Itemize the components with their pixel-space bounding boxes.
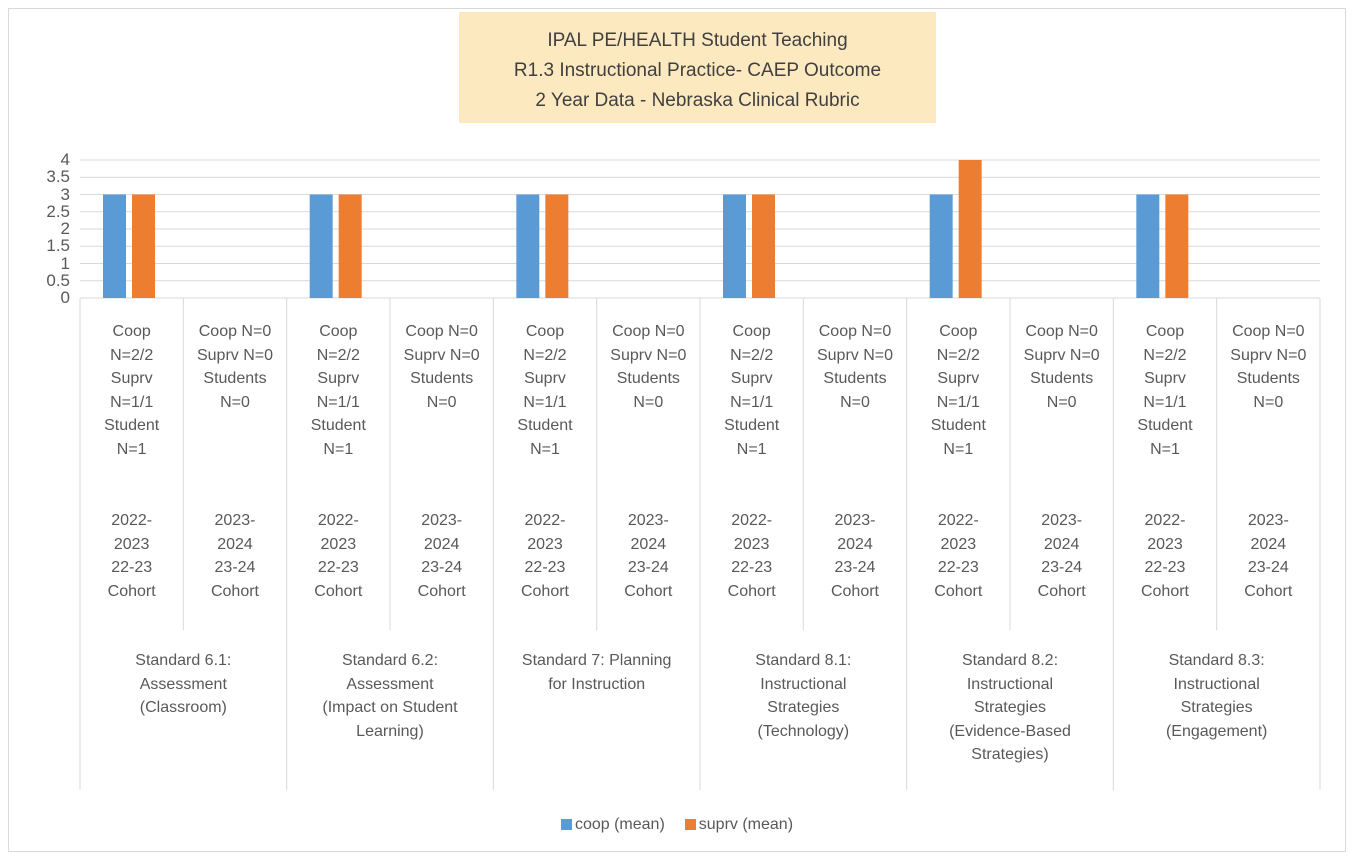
bar bbox=[545, 194, 569, 298]
period-label: 2023- 2024 23-24 Cohort bbox=[1244, 512, 1293, 600]
bar bbox=[132, 194, 155, 298]
y-tick-label: 3 bbox=[60, 184, 70, 204]
period-label: 2022- 2023 22-23 Cohort bbox=[314, 512, 363, 600]
category-label: Coop N=0 Suprv N=0 Students N=0 bbox=[610, 323, 687, 411]
bar bbox=[723, 194, 746, 298]
bar bbox=[1136, 194, 1160, 298]
bar bbox=[103, 194, 126, 298]
group-label: Standard 8.3: Instructional Strategies (… bbox=[1165, 652, 1268, 740]
chart-title: IPAL PE/HEALTH Student Teaching R1.3 Ins… bbox=[459, 12, 936, 123]
period-label: 2022- 2023 22-23 Cohort bbox=[934, 512, 983, 600]
group-label: Standard 6.2: Assessment (Impact on Stud… bbox=[322, 652, 458, 740]
group-label: Standard 8.2: Instructional Strategies (… bbox=[949, 652, 1071, 763]
period-label: 2023- 2024 23-24 Cohort bbox=[210, 512, 259, 600]
legend: coop (mean) suprv (mean) bbox=[0, 816, 1354, 834]
category-label: Coop N=0 Suprv N=0 Students N=0 bbox=[816, 323, 894, 411]
category-label: Coop N=0 Suprv N=0 Students N=0 bbox=[1023, 323, 1100, 411]
y-tick-label: 2.5 bbox=[46, 201, 70, 221]
chart-border bbox=[8, 8, 1346, 852]
period-label: 2023- 2024 23-24 Cohort bbox=[624, 512, 673, 600]
category-label: Coop N=2/2 Suprv N=1/1 Student N=1 bbox=[104, 323, 160, 458]
bar bbox=[752, 194, 775, 298]
legend-label: suprv (mean) bbox=[698, 816, 794, 833]
y-tick-label: 1 bbox=[60, 253, 70, 273]
legend-item: suprv (mean) bbox=[684, 816, 794, 834]
bar bbox=[516, 194, 540, 298]
legend-label: coop (mean) bbox=[574, 816, 665, 833]
y-tick-label: 0.5 bbox=[46, 270, 70, 290]
period-label: 2022- 2023 22-23 Cohort bbox=[520, 512, 569, 600]
y-tick-label: 1.5 bbox=[46, 236, 70, 256]
category-label: Coop N=2/2 Suprv N=1/1 Student N=1 bbox=[517, 323, 573, 458]
y-tick-label: 3.5 bbox=[46, 167, 70, 187]
y-tick-label: 2 bbox=[60, 219, 70, 238]
bar bbox=[338, 194, 362, 298]
category-label: Coop N=2/2 Suprv N=1/1 Student N=1 bbox=[1137, 323, 1193, 458]
period-label: 2023- 2024 23-24 Cohort bbox=[1037, 512, 1086, 600]
period-label: 2023- 2024 23-24 Cohort bbox=[830, 512, 879, 600]
period-label: 2023- 2024 23-24 Cohort bbox=[417, 512, 466, 600]
bar bbox=[309, 194, 333, 298]
y-tick-label: 0 bbox=[60, 288, 70, 307]
category-label: Coop N=2/2 Suprv N=1/1 Student N=1 bbox=[310, 323, 366, 458]
category-label: Coop N=2/2 Suprv N=1/1 Student N=1 bbox=[930, 323, 986, 458]
bar bbox=[929, 194, 953, 298]
category-label: Coop N=0 Suprv N=0 Students N=0 bbox=[1230, 323, 1307, 411]
bar bbox=[958, 160, 982, 298]
period-label: 2022- 2023 22-23 Cohort bbox=[107, 512, 156, 600]
legend-swatch bbox=[560, 819, 572, 830]
group-label: Standard 7: Planning for Instruction bbox=[521, 652, 672, 693]
bar bbox=[1165, 194, 1189, 298]
group-label: Standard 8.1: Instructional Strategies (… bbox=[755, 652, 852, 740]
legend-item: coop (mean) bbox=[560, 816, 665, 834]
group-label: Standard 6.1: Assessment (Classroom) bbox=[135, 652, 232, 716]
category-label: Coop N=0 Suprv N=0 Students N=0 bbox=[403, 323, 480, 411]
legend-swatch bbox=[684, 819, 696, 830]
period-label: 2022- 2023 22-23 Cohort bbox=[727, 512, 776, 600]
period-label: 2022- 2023 22-23 Cohort bbox=[1140, 512, 1189, 600]
category-label: Coop N=0 Suprv N=0 Students N=0 bbox=[196, 323, 274, 411]
y-tick-label: 4 bbox=[60, 150, 70, 169]
category-label: Coop N=2/2 Suprv N=1/1 Student N=1 bbox=[724, 323, 780, 458]
